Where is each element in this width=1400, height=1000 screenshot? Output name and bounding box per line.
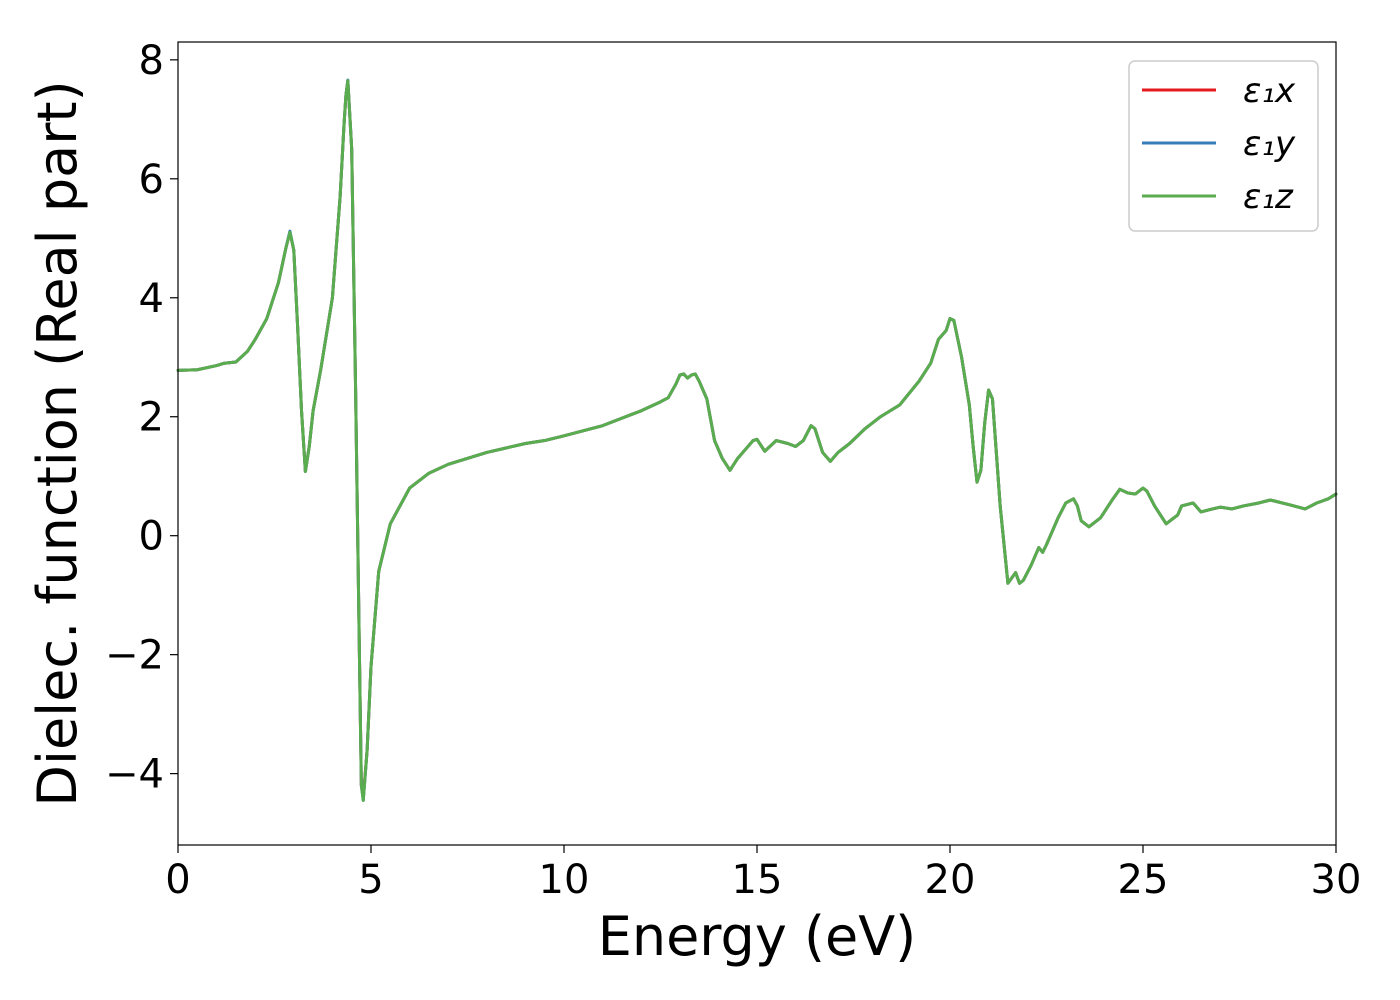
plot-frame bbox=[177, 41, 1337, 846]
y-axis-label: Dielec. function (Real part) bbox=[26, 80, 89, 806]
x-tick-label: 30 bbox=[1311, 857, 1362, 903]
y-tick-label: 8 bbox=[139, 38, 164, 84]
y-axis-ticks: −4 −2 0 2 4 6 8 bbox=[105, 38, 178, 798]
plot-series-lines bbox=[176, 78, 1338, 802]
x-tick-label: 25 bbox=[1118, 857, 1169, 903]
x-axis-ticks: 0 5 10 15 20 25 30 bbox=[165, 845, 1361, 903]
y-tick-label: −4 bbox=[105, 752, 164, 798]
x-tick-label: 5 bbox=[358, 857, 383, 903]
x-tick-label: 0 bbox=[165, 857, 190, 903]
x-tick-label: 15 bbox=[732, 857, 783, 903]
x-axis-label: Energy (eV) bbox=[598, 905, 917, 968]
x-tick-label: 20 bbox=[925, 857, 976, 903]
y-tick-label: −2 bbox=[105, 633, 164, 679]
series-line-2 bbox=[176, 79, 1338, 802]
y-tick-label: 0 bbox=[139, 514, 164, 560]
x-tick-label: 10 bbox=[539, 857, 590, 903]
legend-label-1: ε₁y bbox=[1243, 124, 1296, 164]
legend-box bbox=[1128, 60, 1319, 232]
legend-label-2: ε₁z bbox=[1243, 177, 1294, 217]
y-tick-label: 4 bbox=[139, 276, 164, 322]
y-tick-label: 6 bbox=[139, 157, 164, 203]
legend: ε₁x ε₁y ε₁z bbox=[1128, 60, 1319, 232]
legend-label-0: ε₁x bbox=[1243, 71, 1296, 111]
y-tick-label: 2 bbox=[139, 395, 164, 441]
